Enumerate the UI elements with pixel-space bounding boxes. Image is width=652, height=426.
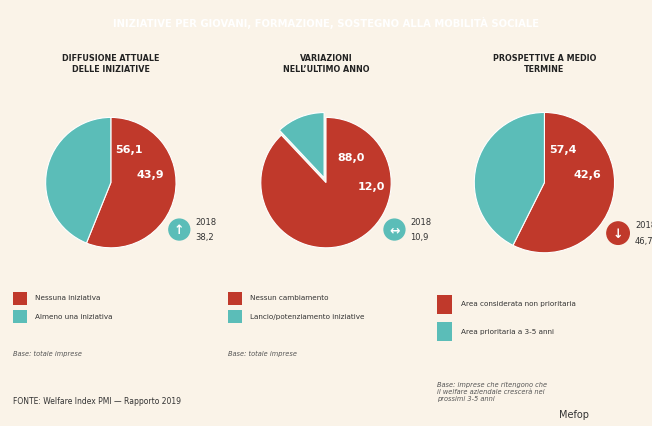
Text: Almeno una iniziativa: Almeno una iniziativa <box>35 313 112 319</box>
Wedge shape <box>87 118 176 248</box>
Text: Base: totale imprese: Base: totale imprese <box>228 350 297 356</box>
FancyBboxPatch shape <box>228 292 242 305</box>
FancyBboxPatch shape <box>13 292 27 305</box>
Wedge shape <box>280 113 324 178</box>
Text: 42,6: 42,6 <box>573 170 601 180</box>
Text: 2018: 2018 <box>195 218 216 227</box>
Text: Nessuna iniziativa: Nessuna iniziativa <box>35 294 100 301</box>
Text: 46,7: 46,7 <box>635 236 652 245</box>
Wedge shape <box>474 113 544 246</box>
Text: Area prioritaria a 3-5 anni: Area prioritaria a 3-5 anni <box>460 328 554 334</box>
Text: ↔: ↔ <box>389 224 400 236</box>
FancyBboxPatch shape <box>437 322 452 342</box>
Text: Area considerata non prioritaria: Area considerata non prioritaria <box>460 300 575 306</box>
FancyBboxPatch shape <box>228 311 242 323</box>
Text: INIZIATIVE PER GIOVANI, FORMAZIONE, SOSTEGNO ALLA MOBILITÀ SOCIALE: INIZIATIVE PER GIOVANI, FORMAZIONE, SOST… <box>113 17 539 29</box>
Text: 2018: 2018 <box>410 218 431 227</box>
Circle shape <box>169 220 190 240</box>
Text: 56,1: 56,1 <box>115 145 142 155</box>
Text: VARIAZIONI
NELL’ULTIMO ANNO: VARIAZIONI NELL’ULTIMO ANNO <box>283 54 369 74</box>
Wedge shape <box>46 118 111 244</box>
Text: Base: totale imprese: Base: totale imprese <box>13 350 82 356</box>
Text: Lancio/potenziamento iniziative: Lancio/potenziamento iniziative <box>250 313 364 319</box>
Text: 38,2: 38,2 <box>195 232 214 241</box>
Text: 57,4: 57,4 <box>549 144 577 154</box>
Text: 10,9: 10,9 <box>410 232 428 241</box>
Text: Mefop: Mefop <box>559 409 589 419</box>
Text: ↑: ↑ <box>174 224 185 236</box>
Text: DIFFUSIONE ATTUALE
DELLE INIZIATIVE: DIFFUSIONE ATTUALE DELLE INIZIATIVE <box>62 54 160 74</box>
Text: Base: imprese che ritengono che
il welfare aziendale crescerà nei
prossimi 3-5 a: Base: imprese che ritengono che il welfa… <box>437 381 547 401</box>
Text: 43,9: 43,9 <box>136 170 164 180</box>
FancyBboxPatch shape <box>437 295 452 314</box>
Text: Nessun cambiamento: Nessun cambiamento <box>250 294 328 301</box>
Circle shape <box>384 220 405 240</box>
Text: 88,0: 88,0 <box>337 153 364 162</box>
Text: PROSPETTIVE A MEDIO
TERMINE: PROSPETTIVE A MEDIO TERMINE <box>493 54 596 74</box>
Wedge shape <box>513 113 615 253</box>
Text: FONTE: Welfare Index PMI — Rapporto 2019: FONTE: Welfare Index PMI — Rapporto 2019 <box>13 396 181 405</box>
Text: 12,0: 12,0 <box>358 181 385 191</box>
Text: 2018: 2018 <box>635 221 652 230</box>
FancyBboxPatch shape <box>13 311 27 323</box>
Circle shape <box>607 222 629 245</box>
Text: ↓: ↓ <box>613 227 623 240</box>
Wedge shape <box>261 118 391 248</box>
